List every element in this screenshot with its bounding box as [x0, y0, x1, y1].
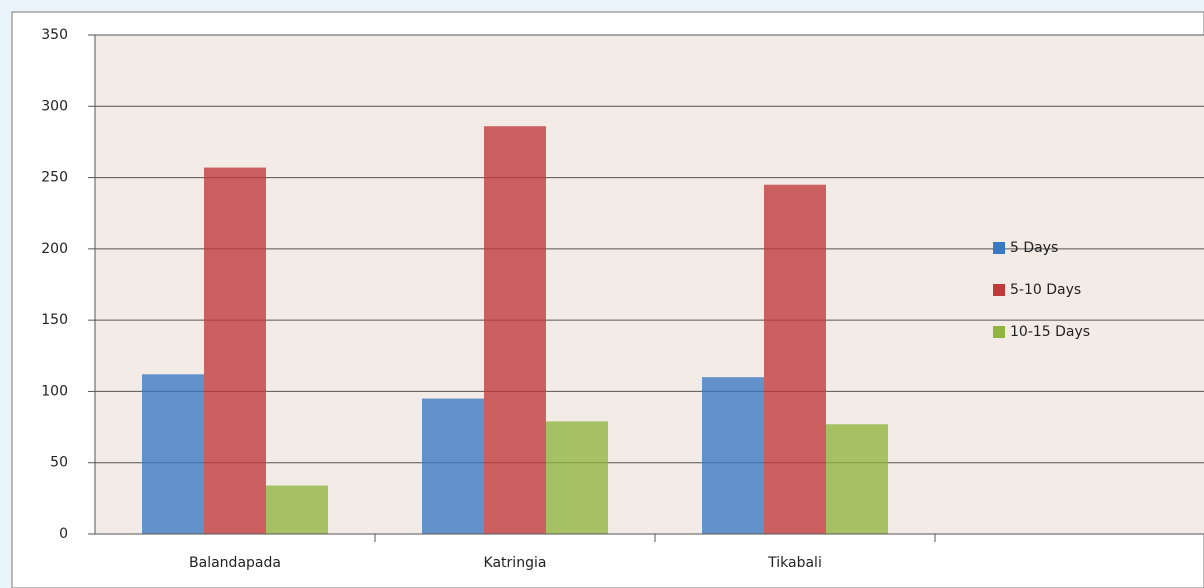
y-tick-label: 300	[41, 98, 68, 114]
y-tick-label: 50	[50, 455, 68, 471]
x-tick-label: Balandapada	[189, 555, 281, 571]
bar	[266, 485, 328, 534]
y-tick-label: 150	[41, 312, 68, 328]
legend-label: 10-15 Days	[1010, 324, 1090, 340]
y-tick-label: 250	[41, 170, 68, 186]
legend-swatch	[993, 326, 1005, 338]
legend-swatch	[993, 242, 1005, 254]
bar	[546, 421, 608, 534]
bar	[204, 167, 266, 534]
bar	[142, 374, 204, 534]
y-tick-label: 200	[41, 241, 68, 257]
bar	[702, 377, 764, 534]
bar	[764, 184, 826, 534]
x-tick-label: Katringia	[484, 555, 547, 571]
y-tick-label: 0	[59, 526, 68, 542]
bar	[826, 424, 888, 534]
y-tick-label: 350	[41, 27, 68, 43]
bar	[422, 398, 484, 534]
bar	[484, 126, 546, 534]
legend-label: 5-10 Days	[1010, 282, 1081, 298]
legend-label: 5 Days	[1010, 240, 1058, 256]
legend-swatch	[993, 284, 1005, 296]
plot-area	[95, 35, 1204, 534]
y-tick-label: 100	[41, 383, 68, 399]
x-tick-label: Tikabali	[767, 555, 822, 571]
